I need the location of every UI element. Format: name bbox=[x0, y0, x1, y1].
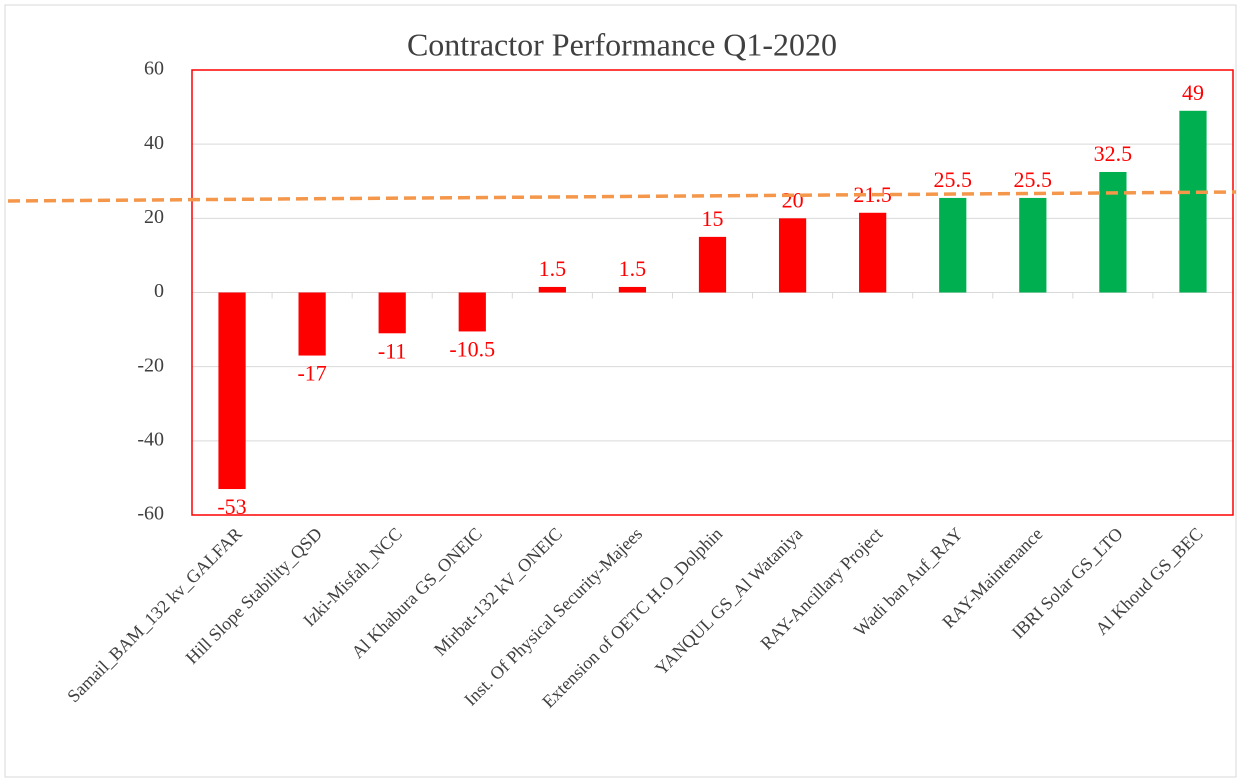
bar bbox=[218, 292, 246, 490]
data-label: 1.5 bbox=[619, 256, 647, 281]
data-label: -11 bbox=[378, 338, 407, 363]
data-label: 32.5 bbox=[1094, 141, 1133, 166]
bar bbox=[298, 292, 326, 356]
data-label: -10.5 bbox=[449, 336, 495, 361]
data-label: 20 bbox=[782, 187, 804, 212]
bar bbox=[1179, 110, 1207, 293]
data-label: 25.5 bbox=[1014, 167, 1053, 192]
plot-border bbox=[191, 69, 1234, 516]
bar bbox=[458, 292, 486, 332]
y-tick-label: 0 bbox=[154, 280, 164, 302]
y-tick-label: -20 bbox=[137, 354, 164, 376]
chart-title: Contractor Performance Q1-2020 bbox=[407, 26, 837, 62]
bar bbox=[538, 286, 566, 293]
data-label: 1.5 bbox=[539, 256, 567, 281]
bar bbox=[778, 218, 807, 293]
y-tick-label: 60 bbox=[144, 58, 164, 80]
data-label: 49 bbox=[1182, 80, 1204, 105]
bar bbox=[698, 236, 727, 293]
bar bbox=[618, 286, 647, 293]
bar bbox=[378, 292, 406, 334]
bar bbox=[859, 212, 887, 293]
data-label: -53 bbox=[217, 494, 246, 519]
y-tick-label: 20 bbox=[144, 206, 164, 228]
data-label: -17 bbox=[297, 361, 326, 386]
data-label: 25.5 bbox=[933, 167, 972, 192]
bar bbox=[1019, 197, 1047, 293]
data-label: 15 bbox=[702, 206, 724, 231]
y-tick-label: -60 bbox=[137, 503, 164, 525]
threshold-line bbox=[7, 190, 1237, 203]
chart-border bbox=[4, 4, 1237, 778]
bar bbox=[1099, 171, 1127, 293]
bar bbox=[939, 197, 967, 293]
y-tick-label: 40 bbox=[144, 132, 164, 154]
y-tick-label: -40 bbox=[137, 428, 164, 450]
